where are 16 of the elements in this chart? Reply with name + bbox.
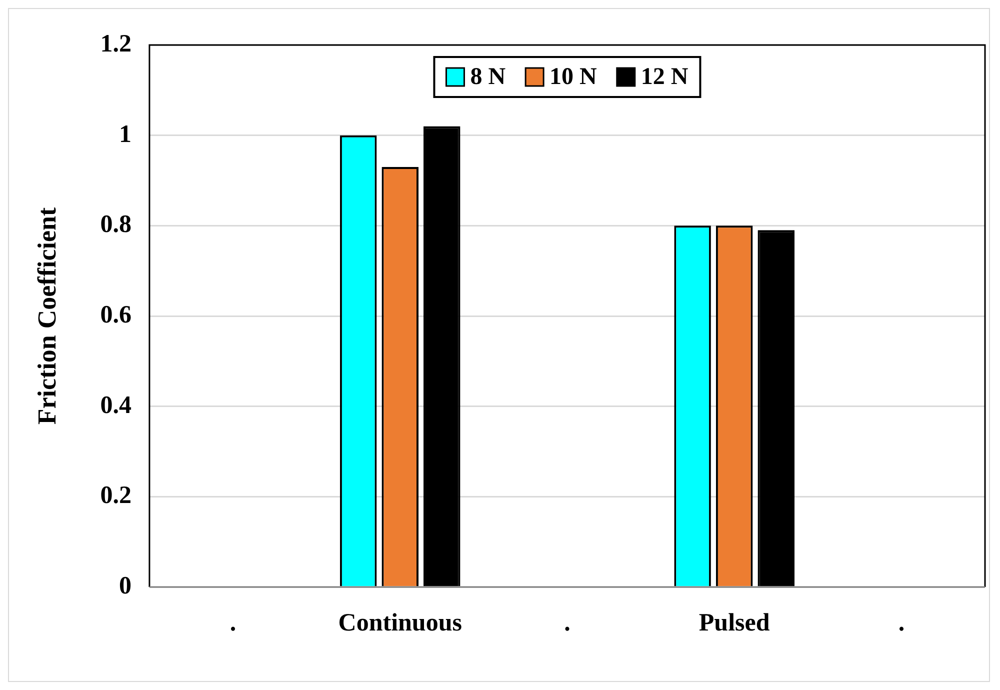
x-tick-label: Continuous [338, 609, 462, 636]
x-tick-label: . [564, 609, 570, 636]
x-tick-label: . [230, 609, 236, 636]
y-tick-label: 0.8 [100, 211, 132, 238]
y-tick-label: 1 [118, 120, 132, 148]
y-tick-label: 0.2 [100, 482, 132, 510]
legend-label: 12 N [640, 64, 689, 90]
y-tick-label: 0 [118, 572, 132, 600]
x-tick-label: . [898, 609, 905, 636]
y-tick-label: 0.4 [100, 392, 132, 419]
y-tick-label: 0.6 [100, 301, 132, 328]
y-axis-title: Friction Coefficient [32, 207, 62, 425]
y-tick-label: 1.2 [100, 30, 132, 58]
legend-label: 10 N [550, 64, 598, 90]
legend-label: 8 N [470, 64, 506, 90]
x-tick-label: Pulsed [698, 609, 770, 636]
